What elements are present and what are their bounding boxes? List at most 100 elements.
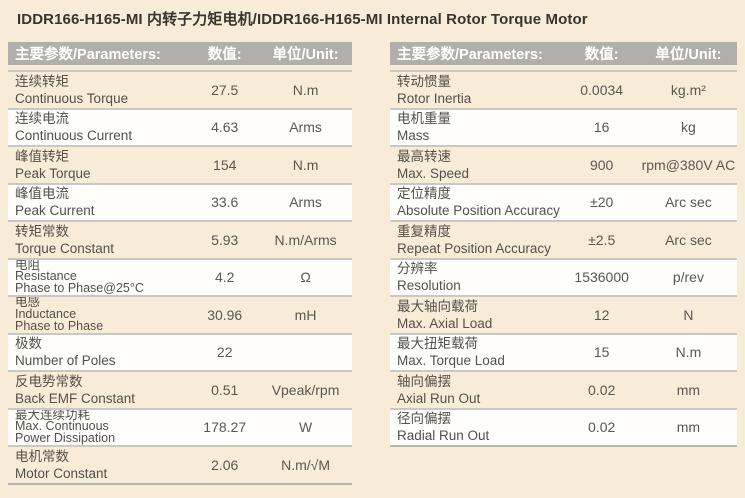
param-cell: 分辨率 Resolution	[390, 260, 564, 294]
param-line: Peak Torque	[15, 165, 91, 181]
param-line: 转动惯量	[397, 73, 451, 89]
param-line: Continuous Current	[15, 128, 133, 144]
param-line: 最大扭矩载荷	[397, 336, 478, 352]
page-title: IDDR166-H165-MI 内转子力矩电机/IDDR166-H165-MI …	[17, 11, 588, 28]
param-line: 最高转速	[397, 148, 451, 164]
param-cell: 最高转速 Max. Speed	[390, 148, 564, 182]
table-header-row: 主要参数/Parameters: 数值: 单位/Unit:	[390, 42, 737, 65]
param-line: Max. Torque Load	[397, 353, 505, 369]
value-cell: ±2.5	[588, 231, 616, 248]
spec-row: 最大连续功耗 Max. Continuous Power Dissipation 17…	[8, 407, 352, 445]
unit-cell: mm	[676, 419, 701, 436]
param-line: 电阻	[15, 259, 41, 272]
param-line: Absolute Position Accuracy	[397, 203, 560, 219]
unit-cell: mH	[294, 306, 317, 323]
param-cell: 电感 Inductance Phase to Phase	[8, 297, 190, 332]
param-line: 峰值电流	[15, 186, 69, 202]
param-line: Max. Speed	[397, 165, 470, 181]
param-line: 连续电流	[15, 111, 69, 127]
unit-cell: N	[683, 306, 694, 323]
spec-row: 重复精度 Repeat Position Accuracy ±2.5 Arc sec	[390, 220, 737, 258]
param-cell: 峰值电流 Peak Current	[8, 185, 190, 219]
spec-row: 径向偏摆 Radial Run Out 0.02 mm	[390, 407, 737, 445]
value-cell: 16	[593, 119, 610, 136]
unit-cell: N.m	[675, 344, 702, 361]
param-cell: 极数 Number of Poles	[8, 335, 190, 369]
value-cell: 33.6	[211, 194, 239, 211]
value-cell: 0.02	[588, 381, 616, 398]
header-parameters: 主要参数/Parameters:	[397, 47, 543, 63]
unit-cell: kg.m²	[670, 81, 706, 98]
spec-row: 轴向偏摆 Axial Run Out 0.02 mm	[390, 370, 737, 408]
param-cell: 最大扭矩载荷 Max. Torque Load	[390, 335, 564, 369]
unit-cell: N.m/√M	[281, 456, 330, 473]
param-line: Number of Poles	[15, 353, 116, 369]
param-cell: 径向偏摆 Radial Run Out	[390, 410, 564, 444]
value-cell: 4.63	[211, 119, 239, 136]
param-line: Radial Run Out	[397, 428, 490, 444]
value-cell: 4.2	[214, 269, 235, 286]
spec-row: 峰值电流 Peak Current 33.6 Arms	[8, 182, 352, 220]
header-value: 数值:	[207, 47, 242, 63]
parameters-table-right: 主要参数/Parameters: 数值: 单位/Unit: 转动惯量 Rotor …	[390, 42, 737, 447]
header-value: 数值:	[584, 47, 619, 63]
param-line: Axial Run Out	[397, 390, 481, 406]
param-line: Max. Axial Load	[397, 315, 493, 331]
spec-row: 最大轴向载荷 Max. Axial Load 12 N	[390, 295, 737, 333]
param-line: Phase to Phase	[15, 318, 104, 333]
spec-row: 连续电流 Continuous Current 4.63 Arms	[8, 107, 352, 145]
param-line: 定位精度	[397, 186, 451, 202]
spec-row: 电机重量 Mass 16 kg	[390, 107, 737, 145]
param-cell: 转动惯量 Rotor Inertia	[390, 73, 564, 107]
spec-row: 电阻 Resistance Phase to Phase@25°C 4.2 Ω	[8, 257, 352, 295]
param-line: 最大轴向载荷	[397, 298, 478, 314]
spec-row: 最高转速 Max. Speed 900 rpm@380V AC	[390, 145, 737, 183]
value-cell: 900	[589, 156, 614, 173]
param-cell: 电机重量 Mass	[390, 110, 564, 144]
value-cell: 5.93	[211, 231, 239, 248]
unit-cell: rpm@380V AC	[641, 156, 736, 173]
unit-cell: N.m/Arms	[274, 231, 337, 248]
spec-row: 极数 Number of Poles 22	[8, 332, 352, 370]
param-line: Continuous Torque	[15, 90, 129, 106]
parameters-table-left: 主要参数/Parameters: 数值: 单位/Unit: 连续转矩 Contin…	[8, 42, 352, 485]
param-line: 极数	[15, 336, 42, 352]
unit-cell: mm	[676, 381, 701, 398]
param-cell: 轴向偏摆 Axial Run Out	[390, 373, 564, 407]
value-cell: 0.51	[211, 381, 239, 398]
unit-cell: Arc sec	[665, 194, 712, 211]
param-line: Inductance	[15, 306, 77, 321]
param-cell: 转矩常数 Torque Constant	[8, 223, 190, 257]
param-line: Peak Current	[15, 203, 95, 219]
param-line: 轴向偏摆	[397, 373, 451, 389]
param-line: 分辨率	[397, 261, 438, 277]
spec-row: 转动惯量 Rotor Inertia 0.0034 kg.m²	[390, 70, 737, 108]
value-cell: 22	[216, 344, 233, 361]
spec-row: 最大扭矩载荷 Max. Torque Load 15 N.m	[390, 332, 737, 370]
param-line: 电机重量	[397, 111, 451, 127]
param-line: Phase to Phase@25°C	[15, 281, 144, 295]
param-line: 电感	[15, 297, 41, 310]
param-line: Power Dissipation	[15, 431, 116, 445]
value-cell: 178.27	[203, 419, 247, 436]
param-line: 转矩常数	[15, 223, 69, 239]
header-parameters: 主要参数/Parameters:	[15, 47, 161, 63]
spec-row: 反电势常数 Back EMF Constant 0.51 Vpeak/rpm	[8, 370, 352, 408]
param-line: Mass	[397, 128, 430, 144]
param-line: Repeat Position Accuracy	[397, 240, 551, 256]
param-line: 径向偏摆	[397, 411, 451, 427]
value-cell: 0.02	[588, 419, 616, 436]
unit-cell: Arms	[289, 119, 322, 136]
unit-cell: N.m	[292, 156, 319, 173]
value-cell: 154	[213, 156, 237, 173]
param-line: 反电势常数	[15, 373, 83, 389]
value-cell: 12	[593, 306, 610, 323]
param-line: Back EMF Constant	[15, 390, 136, 406]
param-line: Torque Constant	[15, 240, 115, 256]
param-cell: 峰值转矩 Peak Torque	[8, 148, 190, 182]
spec-row: 转矩常数 Torque Constant 5.93 N.m/Arms	[8, 220, 352, 258]
table-body: 转动惯量 Rotor Inertia 0.0034 kg.m² 电机重量 Mass 16 kg…	[390, 70, 737, 447]
value-cell: 27.5	[211, 81, 239, 98]
value-cell: 0.0034	[580, 81, 624, 98]
unit-cell: Arms	[289, 194, 322, 211]
